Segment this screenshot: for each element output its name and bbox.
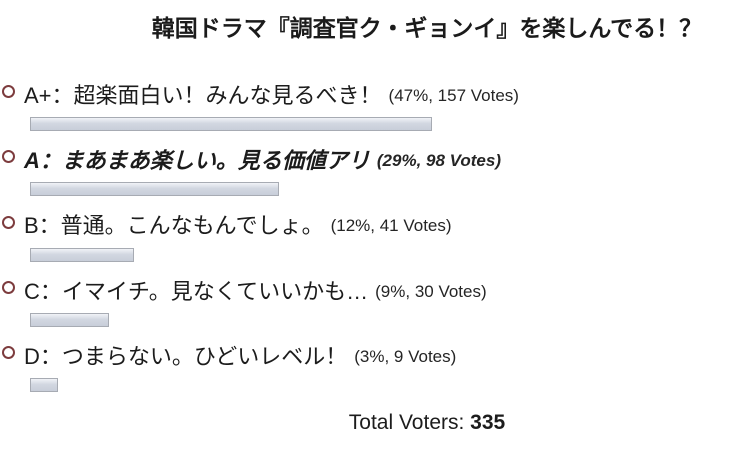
option-stats: (9%, 30 Votes) bbox=[375, 281, 487, 301]
poll-question: 韓国ドラマ『調査官ク・ギョンイ』を楽しんでる！？ bbox=[151, 15, 703, 41]
option-label: C：イマイチ。見なくていいかも… bbox=[24, 278, 369, 304]
poll-result-row: B：普通。こんなもんでしょ。 (12%, 41 Votes) bbox=[2, 212, 752, 262]
option-stats: (29%, 98 Votes) bbox=[376, 151, 501, 171]
radio-bullet-icon bbox=[2, 150, 15, 164]
poll-widget: 韓国ドラマ『調査官ク・ギョンイ』を楽しんでる！？ A+：超楽面白い！みんな見るべ… bbox=[2, 0, 752, 438]
total-voters-label: Total Voters: bbox=[348, 411, 465, 435]
radio-bullet-icon bbox=[2, 280, 15, 294]
total-voters: Total Voters: 335 bbox=[2, 408, 752, 438]
option-stats: (3%, 9 Votes) bbox=[354, 346, 457, 366]
option-label: A：まあまあ楽しい。見る価値アリ bbox=[24, 148, 370, 174]
result-bar bbox=[30, 378, 58, 393]
poll-result-row: C：イマイチ。見なくていいかも… (9%, 30 Votes) bbox=[2, 278, 752, 327]
total-voters-value: 335 bbox=[470, 411, 506, 435]
radio-bullet-icon bbox=[2, 346, 15, 360]
poll-result-row: A+：超楽面白い！みんな見るべき！ (47%, 157 Votes) bbox=[2, 82, 752, 132]
poll-result-row: D：つまらない。ひどいレベル！ (3%, 9 Votes) bbox=[2, 343, 752, 393]
radio-bullet-icon bbox=[2, 85, 15, 99]
option-stats: (47%, 157 Votes) bbox=[388, 86, 519, 105]
result-bar bbox=[30, 182, 279, 197]
poll-result-row: A：まあまあ楽しい。見る価値アリ (29%, 98 Votes) bbox=[2, 147, 752, 197]
result-bar bbox=[30, 117, 432, 132]
result-bar bbox=[30, 312, 109, 327]
option-stats: (12%, 41 Votes) bbox=[330, 216, 452, 236]
radio-bullet-icon bbox=[2, 215, 15, 229]
poll-results-list: A+：超楽面白い！みんな見るべき！ (47%, 157 Votes) A：まあまあ… bbox=[2, 82, 752, 393]
option-label: A+：超楽面白い！みんな見るべき！ bbox=[24, 83, 382, 108]
option-label: D：つまらない。ひどいレベル！ bbox=[24, 343, 348, 369]
result-bar bbox=[30, 247, 134, 262]
option-label: B：普通。こんなもんでしょ。 bbox=[24, 213, 324, 239]
